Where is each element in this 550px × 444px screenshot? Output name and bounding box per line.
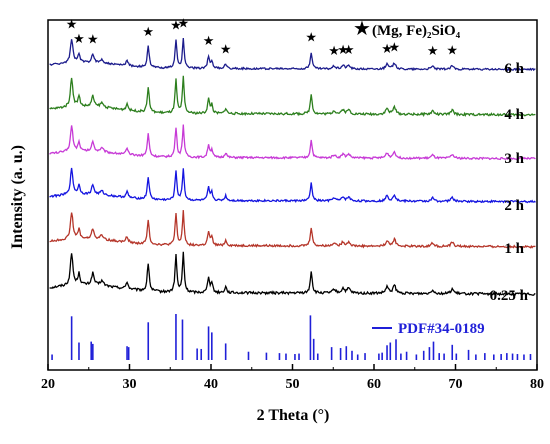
chart-title-group: Intensity (a. u.) 2 Theta (°) [9,145,329,424]
phase-star-icon: ★ [203,33,215,48]
series-label: 0.25 h [490,288,529,304]
diffraction-series [49,38,536,297]
phase-star-icon: ★ [446,42,458,57]
phase-star-icon: ★ [87,31,99,46]
x-tick-label: 40 [204,377,218,392]
phase-star-icon: ★ [381,41,393,56]
series-label: 4 h [504,107,524,123]
phase-star-icon: ★ [328,43,340,58]
phase-star-markers: ★★ ★ ★ ★★★★★★★★ ★★ ★ ★ [66,15,458,58]
x-tick-label: 60 [367,377,381,392]
phase-legend-star-icon: ★ [353,18,371,40]
x-tick-label: 30 [123,377,137,392]
series-line-3h [49,124,536,161]
phase-legend: ★ (Mg, Fe)₂SiO₄ [353,18,461,40]
reference-legend: PDF#34-0189 [372,321,485,337]
series-line-4h [49,75,536,118]
x-tick-label: 80 [530,377,544,392]
x-axis-title: 2 Theta (°) [257,407,330,424]
series-label: 3 h [504,151,524,167]
x-tick-label: 70 [449,377,463,392]
x-tick-label: 50 [286,377,300,392]
phase-star-icon: ★ [73,31,85,46]
phase-star-icon: ★ [427,43,439,58]
reference-pattern [51,314,532,360]
phase-star-icon: ★ [305,29,317,44]
x-tick-label: 20 [41,377,55,392]
phase-star-icon: ★ [337,42,349,57]
series-label: 6 h [504,61,524,77]
x-axis: 20 30 40 50 60 70 80 [41,364,544,392]
series-line-1h [49,210,536,249]
series-line-2h [49,167,536,204]
phase-legend-label: (Mg, Fe)₂SiO₄ [372,23,461,39]
series-line-6h [49,38,536,72]
phase-star-icon: ★ [142,24,154,39]
y-axis-title: Intensity (a. u.) [9,145,26,249]
series-label: 2 h [504,198,524,214]
series-label: 1 h [504,241,524,257]
series-line-0.25h [49,251,536,297]
phase-star-icon: ★ [66,17,78,32]
phase-star-icon: ★ [177,15,189,30]
phase-star-icon: ★ [170,18,182,33]
series-labels: 0.25 h 1 h 2 h 3 h 4 h 6 h [490,61,529,304]
phase-star-icon: ★ [220,41,232,56]
phase-star-icon: ★ [389,40,401,55]
plot-frame [47,19,538,371]
reference-legend-label: PDF#34-0189 [398,321,485,337]
phase-star-icon: ★ [343,42,355,57]
